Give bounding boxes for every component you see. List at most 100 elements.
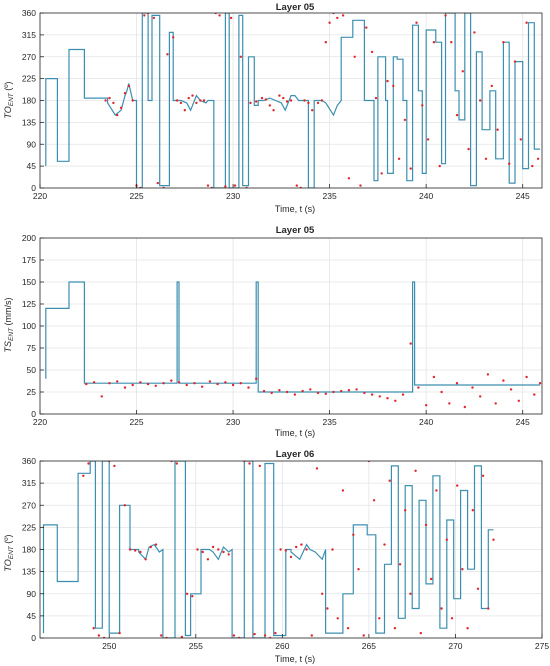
data-point <box>272 109 275 112</box>
data-point <box>187 96 190 100</box>
y-label-main: TO <box>3 106 13 118</box>
data-point <box>191 595 194 598</box>
data-point <box>538 382 542 385</box>
y-axis-label: TSENT (mm/s) <box>3 297 15 352</box>
data-point <box>172 36 175 39</box>
x-tick-label: 235 <box>323 417 337 427</box>
data-point <box>227 553 230 556</box>
x-tick-label: 265 <box>362 641 376 651</box>
data-point <box>357 568 360 571</box>
y-tick-label: 360 <box>22 456 36 466</box>
data-point <box>383 543 386 546</box>
y-label-main: TS <box>3 341 13 353</box>
data-point <box>208 380 212 383</box>
data-point <box>289 555 293 559</box>
data-point <box>285 390 289 394</box>
data-point <box>315 467 319 470</box>
data-point <box>152 16 156 20</box>
data-point <box>461 568 464 571</box>
data-point <box>424 523 428 527</box>
x-tick-label: 260 <box>275 641 289 651</box>
data-point <box>466 627 469 630</box>
data-point <box>134 549 137 552</box>
x-tick-label: 235 <box>323 191 337 201</box>
y-axis-label: TOENT (º) <box>3 81 15 118</box>
x-tick-label: 220 <box>33 191 47 201</box>
x-tick-label: 245 <box>516 191 530 201</box>
x-tick-label: 255 <box>189 641 203 651</box>
x-tick-label: 270 <box>448 641 462 651</box>
x-tick-label: 230 <box>226 417 240 427</box>
data-point <box>502 379 505 382</box>
data-point <box>104 99 107 102</box>
data-point <box>202 99 206 102</box>
data-point <box>229 16 233 20</box>
data-point <box>490 84 493 88</box>
data-point <box>307 101 310 105</box>
data-point <box>421 104 424 107</box>
data-point <box>471 386 474 389</box>
y-tick-label: 315 <box>22 30 36 40</box>
data-point <box>479 395 482 398</box>
data-point <box>479 99 482 102</box>
data-point <box>82 474 85 477</box>
data-point <box>170 379 173 382</box>
data-point <box>154 384 157 387</box>
data-point <box>352 533 355 536</box>
data-point <box>374 96 378 100</box>
data-point <box>363 391 366 395</box>
y-tick-label: 50 <box>27 365 37 375</box>
data-point <box>222 550 225 554</box>
data-point <box>426 138 430 141</box>
data-point <box>328 21 331 24</box>
data-point <box>118 631 121 635</box>
y-tick-label: 200 <box>22 233 36 243</box>
data-point <box>492 538 495 541</box>
data-point <box>185 383 188 387</box>
data-point <box>341 489 345 492</box>
data-point <box>448 402 451 405</box>
data-point <box>404 509 407 512</box>
data-point <box>131 383 134 387</box>
data-point <box>249 101 252 105</box>
data-point <box>525 21 528 24</box>
data-point <box>139 550 142 554</box>
data-point <box>154 543 158 546</box>
data-point <box>467 147 470 151</box>
data-point <box>353 55 356 58</box>
y-label-main: TO <box>3 559 13 571</box>
series-line <box>45 13 541 188</box>
chart-title: Layer 06 <box>276 449 315 460</box>
data-point <box>456 484 459 487</box>
data-point <box>471 509 474 512</box>
data-point <box>247 386 250 389</box>
data-point <box>403 118 407 122</box>
data-point <box>508 162 511 165</box>
data-point <box>123 92 127 95</box>
data-point <box>199 99 202 102</box>
data-point <box>509 388 513 391</box>
data-point <box>216 382 219 386</box>
data-point <box>359 184 362 187</box>
data-point <box>533 393 536 396</box>
data-point <box>264 98 268 101</box>
data-point <box>293 393 297 396</box>
data-point <box>355 388 358 391</box>
data-point <box>481 474 485 477</box>
data-point <box>128 548 132 551</box>
data-point <box>440 390 443 394</box>
data-point <box>502 41 505 44</box>
data-point <box>85 382 88 386</box>
x-axis-label: Time, t (s) <box>275 654 315 664</box>
plot-area: 220 225 230 235 240 245 0 45 90 135 180 225 270 315 36… <box>22 8 543 201</box>
data-point <box>295 184 298 187</box>
data-point <box>519 138 522 141</box>
x-tick-label: 220 <box>33 417 47 427</box>
data-point <box>414 469 417 472</box>
data-point <box>417 386 420 389</box>
data-point <box>175 462 178 465</box>
data-point <box>87 462 90 465</box>
data-point <box>116 380 119 383</box>
y-tick-label: 90 <box>27 589 37 599</box>
